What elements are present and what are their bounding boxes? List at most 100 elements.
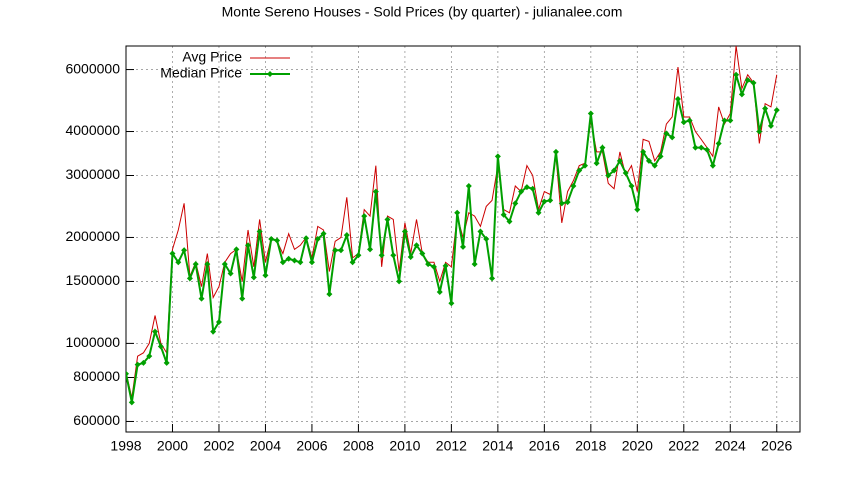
data-point <box>355 252 362 259</box>
data-point <box>367 246 374 253</box>
y-tick-label: 800000 <box>73 368 120 384</box>
data-point <box>489 275 496 282</box>
data-point <box>599 144 606 151</box>
chart-title: Monte Sereno Houses - Sold Prices (by qu… <box>222 4 623 20</box>
data-point <box>547 197 554 204</box>
data-point <box>465 183 472 190</box>
y-tick-label: 1500000 <box>65 272 120 288</box>
data-point <box>657 153 664 160</box>
data-point <box>663 130 670 137</box>
data-point <box>727 117 734 124</box>
data-point <box>303 235 310 242</box>
data-point <box>651 162 658 169</box>
data-point <box>733 71 740 78</box>
data-point <box>518 188 525 195</box>
data-point <box>140 359 147 366</box>
data-point <box>378 252 385 259</box>
x-tick-label: 2024 <box>715 438 746 454</box>
x-tick-label: 2026 <box>761 438 792 454</box>
data-point <box>564 199 571 206</box>
data-point <box>401 228 408 235</box>
data-point <box>634 206 641 213</box>
plot-frame <box>125 45 801 433</box>
data-point <box>169 250 176 257</box>
data-point <box>611 167 618 174</box>
series-line <box>126 46 778 399</box>
data-point <box>297 259 304 266</box>
x-tick-label: 2000 <box>157 438 188 454</box>
x-tick-label: 2018 <box>575 438 606 454</box>
data-point <box>157 343 164 350</box>
data-point <box>320 230 327 237</box>
data-point <box>570 183 577 190</box>
data-point <box>239 295 246 302</box>
data-point <box>361 213 368 220</box>
data-point <box>558 200 565 207</box>
data-point <box>483 235 490 242</box>
data-point <box>384 216 391 223</box>
data-point <box>674 95 681 102</box>
data-point <box>721 117 728 124</box>
data-point <box>460 243 466 250</box>
data-point <box>500 211 507 218</box>
data-point <box>628 183 635 190</box>
data-point <box>126 370 129 377</box>
data-point <box>245 242 252 249</box>
data-point <box>186 275 193 282</box>
data-point <box>535 209 542 216</box>
y-tick-label: 4000000 <box>65 122 120 138</box>
data-point <box>692 144 699 151</box>
data-point <box>756 128 763 135</box>
data-point <box>442 262 449 269</box>
data-point <box>146 353 153 360</box>
data-point <box>582 162 589 169</box>
data-point <box>552 148 559 155</box>
data-point <box>227 270 234 277</box>
legend-label: Median Price <box>160 65 242 81</box>
data-point <box>285 255 292 262</box>
y-tick-label: 2000000 <box>65 228 120 244</box>
data-point <box>396 278 403 285</box>
data-point <box>175 259 182 266</box>
data-point <box>773 107 780 114</box>
data-point <box>291 257 298 264</box>
data-point <box>593 160 600 167</box>
x-tick-label: 2020 <box>622 438 653 454</box>
data-point <box>128 399 135 406</box>
data-point <box>715 140 722 147</box>
data-point <box>134 361 141 368</box>
data-point <box>262 272 269 279</box>
data-point <box>204 261 211 268</box>
data-point <box>332 247 339 254</box>
legend-marker <box>267 71 273 77</box>
data-point <box>622 169 629 176</box>
data-point <box>454 209 461 216</box>
series-line <box>126 74 778 403</box>
data-point <box>709 162 716 169</box>
x-tick-label: 2012 <box>436 438 467 454</box>
data-point <box>523 184 530 191</box>
data-point <box>494 153 501 160</box>
data-point <box>233 246 240 253</box>
x-tick-label: 1998 <box>110 438 141 454</box>
data-point <box>512 200 519 207</box>
y-tick-label: 3000000 <box>65 166 120 182</box>
data-point <box>430 263 437 270</box>
data-point <box>215 319 222 326</box>
data-point <box>390 252 397 259</box>
x-tick-label: 2006 <box>296 438 327 454</box>
y-tick-label: 1000000 <box>65 334 120 350</box>
data-point <box>181 247 188 254</box>
data-point <box>210 328 217 335</box>
x-tick-label: 2004 <box>250 438 281 454</box>
data-point <box>407 253 414 260</box>
data-point <box>436 288 443 295</box>
data-point <box>669 134 676 141</box>
data-point <box>221 261 228 268</box>
data-point <box>349 259 356 266</box>
data-point <box>256 228 263 235</box>
data-point <box>680 119 687 126</box>
data-point <box>413 242 420 249</box>
data-point <box>425 261 432 268</box>
legend-label: Avg Price <box>182 49 242 65</box>
